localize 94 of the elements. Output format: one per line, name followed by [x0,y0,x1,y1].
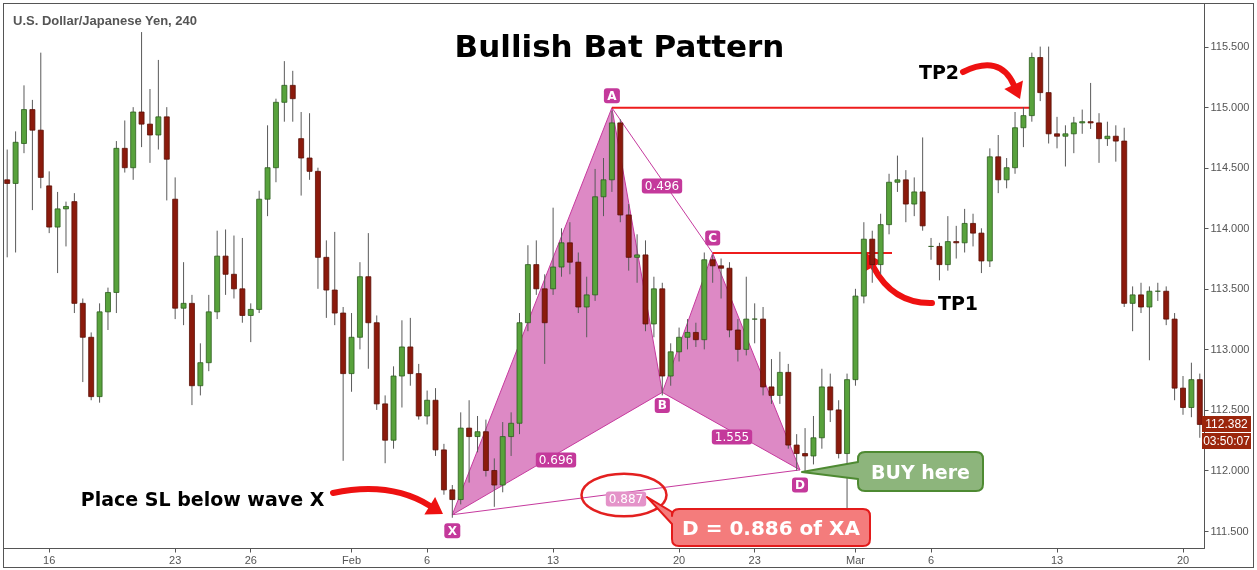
candlestick [63,201,69,247]
annotation: Place SL below wave X [80,488,325,510]
candlestick [4,149,11,258]
y-tick-label: 112.500 [1210,403,1250,416]
candlestick [827,373,834,423]
candlestick [567,221,573,275]
candlestick [911,176,918,217]
annotation: A [607,88,618,103]
candlestick [1003,157,1010,189]
candlestick [793,433,800,471]
candlestick [634,233,640,284]
x-tick-label: Mar [845,553,866,566]
candlestick [121,119,128,174]
candlestick [1180,375,1186,416]
candlestick [953,225,960,260]
candlestick [692,322,699,348]
candlestick [54,191,61,274]
candlestick [29,99,36,211]
candlestick [718,258,724,300]
text: U.S. Dollar/Japanese Yen, 240 [13,13,198,28]
candlestick [1096,112,1102,164]
candlestick [776,351,783,405]
y-tick-label: 115.000 [1210,100,1250,113]
candlestick [474,415,481,453]
candlestick [105,287,111,331]
candlestick [961,208,968,253]
x-tick-label: 16 [43,553,56,566]
candlestick [231,235,237,300]
candlestick [1079,109,1086,135]
candlestick [1112,124,1119,163]
candlestick [944,215,951,272]
candlestick [936,242,943,281]
annotation: TP2 [918,61,960,83]
candlestick [894,155,901,193]
candlestick [1070,116,1077,154]
candlestick [709,254,716,284]
candlestick [449,484,456,519]
candlestick [331,231,338,326]
candlestick [281,60,288,123]
candlestick [1129,285,1136,332]
candlestick [768,358,775,405]
x-tick-label: 6 [927,553,935,566]
candlestick [1104,121,1111,147]
candlestick [1138,282,1144,314]
candlestick [197,342,204,396]
x-tick-label: 23 [169,553,182,566]
y-tick-label: 114.000 [1210,221,1250,234]
candlestick [1062,124,1069,167]
candlestick [222,228,229,296]
candlestick [600,157,607,217]
x-tick-label: 20 [672,553,686,566]
candlestick [289,70,296,123]
x-tick-label: 26 [244,553,257,566]
candlestick [1054,116,1060,149]
x-tick-label: 20 [1176,553,1190,566]
y-tick-label: 111.500 [1210,524,1249,537]
y-tick-label: 114.500 [1210,161,1250,174]
candlestick [734,318,741,362]
candlestick [298,111,305,197]
x-tick-label: 6 [424,553,431,566]
y-tick-label: 112.000 [1210,463,1250,476]
y-tick-label: 113.000 [1210,342,1250,355]
annotation: TP1 [937,292,979,314]
text: Bullish Bat Pattern [454,28,785,64]
candlestick [306,112,313,181]
x-tick-label: Feb [342,553,362,566]
candlestick [810,415,817,465]
x-tick-label: 13 [1050,553,1064,566]
candlestick [583,276,590,338]
candlestick [550,207,557,296]
candlestick [155,59,162,151]
y-tick-label: 115.500 [1210,40,1250,53]
annotation: D = 0.886 of XA [682,515,861,540]
y-tick-label: 113.500 [1210,282,1250,295]
x-tick-label: 13 [546,553,560,566]
candlestick [138,31,145,148]
candlestick [995,134,1002,194]
candlestick [676,327,682,362]
candlestick [1146,285,1153,361]
annotation: BUY here [871,460,970,483]
candlestick [751,302,758,344]
x-tick-label: 23 [748,553,761,566]
candlestick [508,411,515,457]
candlestick [684,318,691,350]
candlestick [247,302,254,343]
candlestick [1020,106,1027,148]
candlestick [802,427,808,474]
candlestick [180,261,187,326]
candlestick [1087,82,1094,130]
candlestick [466,399,473,484]
candlestick [491,457,498,508]
candlestick [147,88,153,164]
candlestick [424,390,431,425]
candlestick [970,213,976,247]
